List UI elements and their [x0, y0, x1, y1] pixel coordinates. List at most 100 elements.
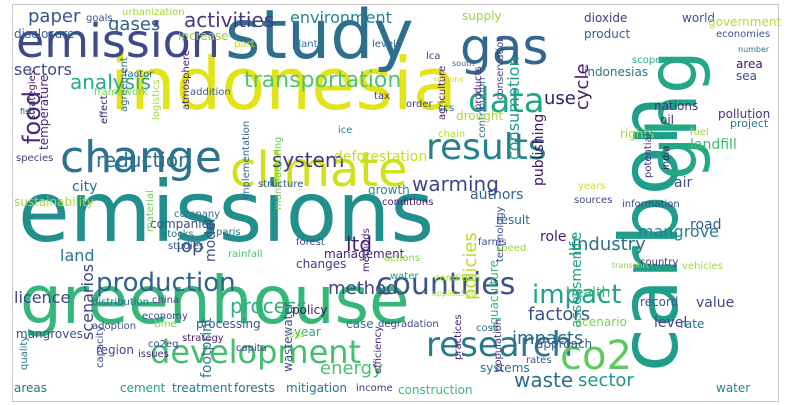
word-167: logistics	[151, 79, 162, 120]
word-36: impacts	[512, 328, 584, 349]
word-57: air	[674, 175, 693, 191]
word-146: india	[661, 145, 672, 170]
word-120: implementation	[241, 120, 252, 200]
word-13: data	[468, 81, 545, 121]
word-29: use	[544, 88, 576, 109]
word-102: china	[152, 295, 180, 306]
word-86: systems	[480, 361, 530, 375]
word-15: countries	[376, 267, 516, 302]
word-176: part	[234, 39, 255, 50]
word-142: species	[16, 153, 54, 164]
word-32: environment	[290, 8, 392, 27]
word-119: atmosphere	[181, 50, 192, 110]
word-73: city	[72, 179, 98, 195]
word-53: deforestation	[334, 149, 428, 165]
word-163: regions	[434, 75, 464, 84]
word-79: areas	[14, 381, 48, 395]
word-68: sea	[736, 69, 757, 83]
word-150: vehicles	[682, 261, 723, 272]
word-72: growth	[368, 183, 410, 197]
word-166: agreement	[119, 57, 130, 112]
word-12: research	[426, 325, 574, 365]
word-61: product	[584, 27, 631, 41]
word-161: plant	[292, 39, 318, 50]
word-110: result	[496, 213, 530, 227]
word-30: consumption	[504, 56, 523, 160]
word-113: technology	[495, 206, 506, 262]
word-74: companies	[150, 217, 216, 231]
word-91: policy	[292, 303, 328, 317]
word-11: development	[150, 333, 362, 371]
word-46: licence	[14, 288, 71, 307]
word-2: greenhouse	[20, 262, 410, 339]
word-47: publishing	[531, 113, 547, 186]
word-130: degradation	[378, 319, 439, 330]
word-64: government	[708, 15, 782, 29]
word-0: emissions	[18, 163, 435, 261]
word-105: level	[654, 315, 688, 331]
word-115: conservation	[495, 35, 506, 100]
word-131: condition	[434, 273, 481, 284]
word-60: dioxide	[584, 11, 628, 25]
word-88: water	[716, 381, 751, 395]
word-172: disclosure	[14, 27, 75, 41]
word-83: mitigation	[286, 381, 348, 395]
word-97: capita	[236, 343, 267, 354]
word-136: efficiency	[373, 325, 384, 374]
word-19: transportation	[244, 68, 402, 93]
word-169: framework	[94, 87, 148, 98]
word-33: process	[230, 294, 307, 318]
word-143: conditions	[382, 197, 434, 208]
word-1: indonesia	[110, 42, 457, 126]
word-147: potential	[643, 133, 654, 178]
word-180: fish	[20, 107, 35, 116]
word-23: activities	[184, 8, 275, 32]
word-20: reduction	[96, 148, 191, 172]
word-17: impact	[532, 280, 622, 310]
word-181: water	[390, 271, 419, 282]
word-26: sectors	[14, 60, 72, 79]
word-168: effect	[99, 95, 110, 124]
word-92: year	[294, 325, 321, 339]
word-155: products	[473, 66, 484, 110]
word-49: authors	[470, 187, 524, 203]
word-162: levels	[372, 39, 401, 50]
word-16: production	[96, 268, 236, 298]
word-121: structure	[258, 179, 304, 190]
word-144: paris	[216, 227, 241, 238]
word-70: oil	[660, 113, 675, 127]
word-22: warming	[412, 172, 499, 196]
word-160: lca	[426, 51, 441, 62]
word-152: sources	[574, 195, 613, 206]
word-65: economies	[716, 29, 771, 40]
word-69: nations	[654, 99, 699, 113]
word-154: farms	[478, 237, 507, 248]
word-50: health	[566, 285, 611, 301]
word-140: time	[154, 319, 177, 330]
word-118: manufacturing	[273, 136, 284, 210]
word-40: sector	[578, 370, 634, 391]
word-62: supply	[462, 9, 502, 23]
word-139: economy	[142, 311, 188, 322]
word-173: goals	[86, 13, 113, 24]
word-10: results	[426, 127, 547, 168]
word-66: indonesias	[584, 65, 649, 79]
word-6: emission	[16, 14, 220, 68]
word-7: change	[60, 132, 222, 183]
word-159: tax	[374, 91, 390, 102]
word-54: temperature	[37, 74, 51, 150]
word-75: sustainability	[14, 195, 94, 209]
word-128: actions	[384, 253, 420, 264]
word-42: iop	[176, 236, 204, 257]
word-122: forest	[296, 237, 325, 248]
word-80: cement	[120, 381, 166, 395]
word-179: number	[738, 45, 770, 54]
word-111: speed	[496, 243, 527, 254]
word-56: road	[690, 217, 722, 233]
word-109: role	[540, 229, 567, 245]
word-77: quality	[19, 335, 30, 370]
word-82: forests	[234, 381, 275, 395]
word-157: chain	[438, 129, 466, 140]
word-106: rate	[680, 317, 705, 331]
